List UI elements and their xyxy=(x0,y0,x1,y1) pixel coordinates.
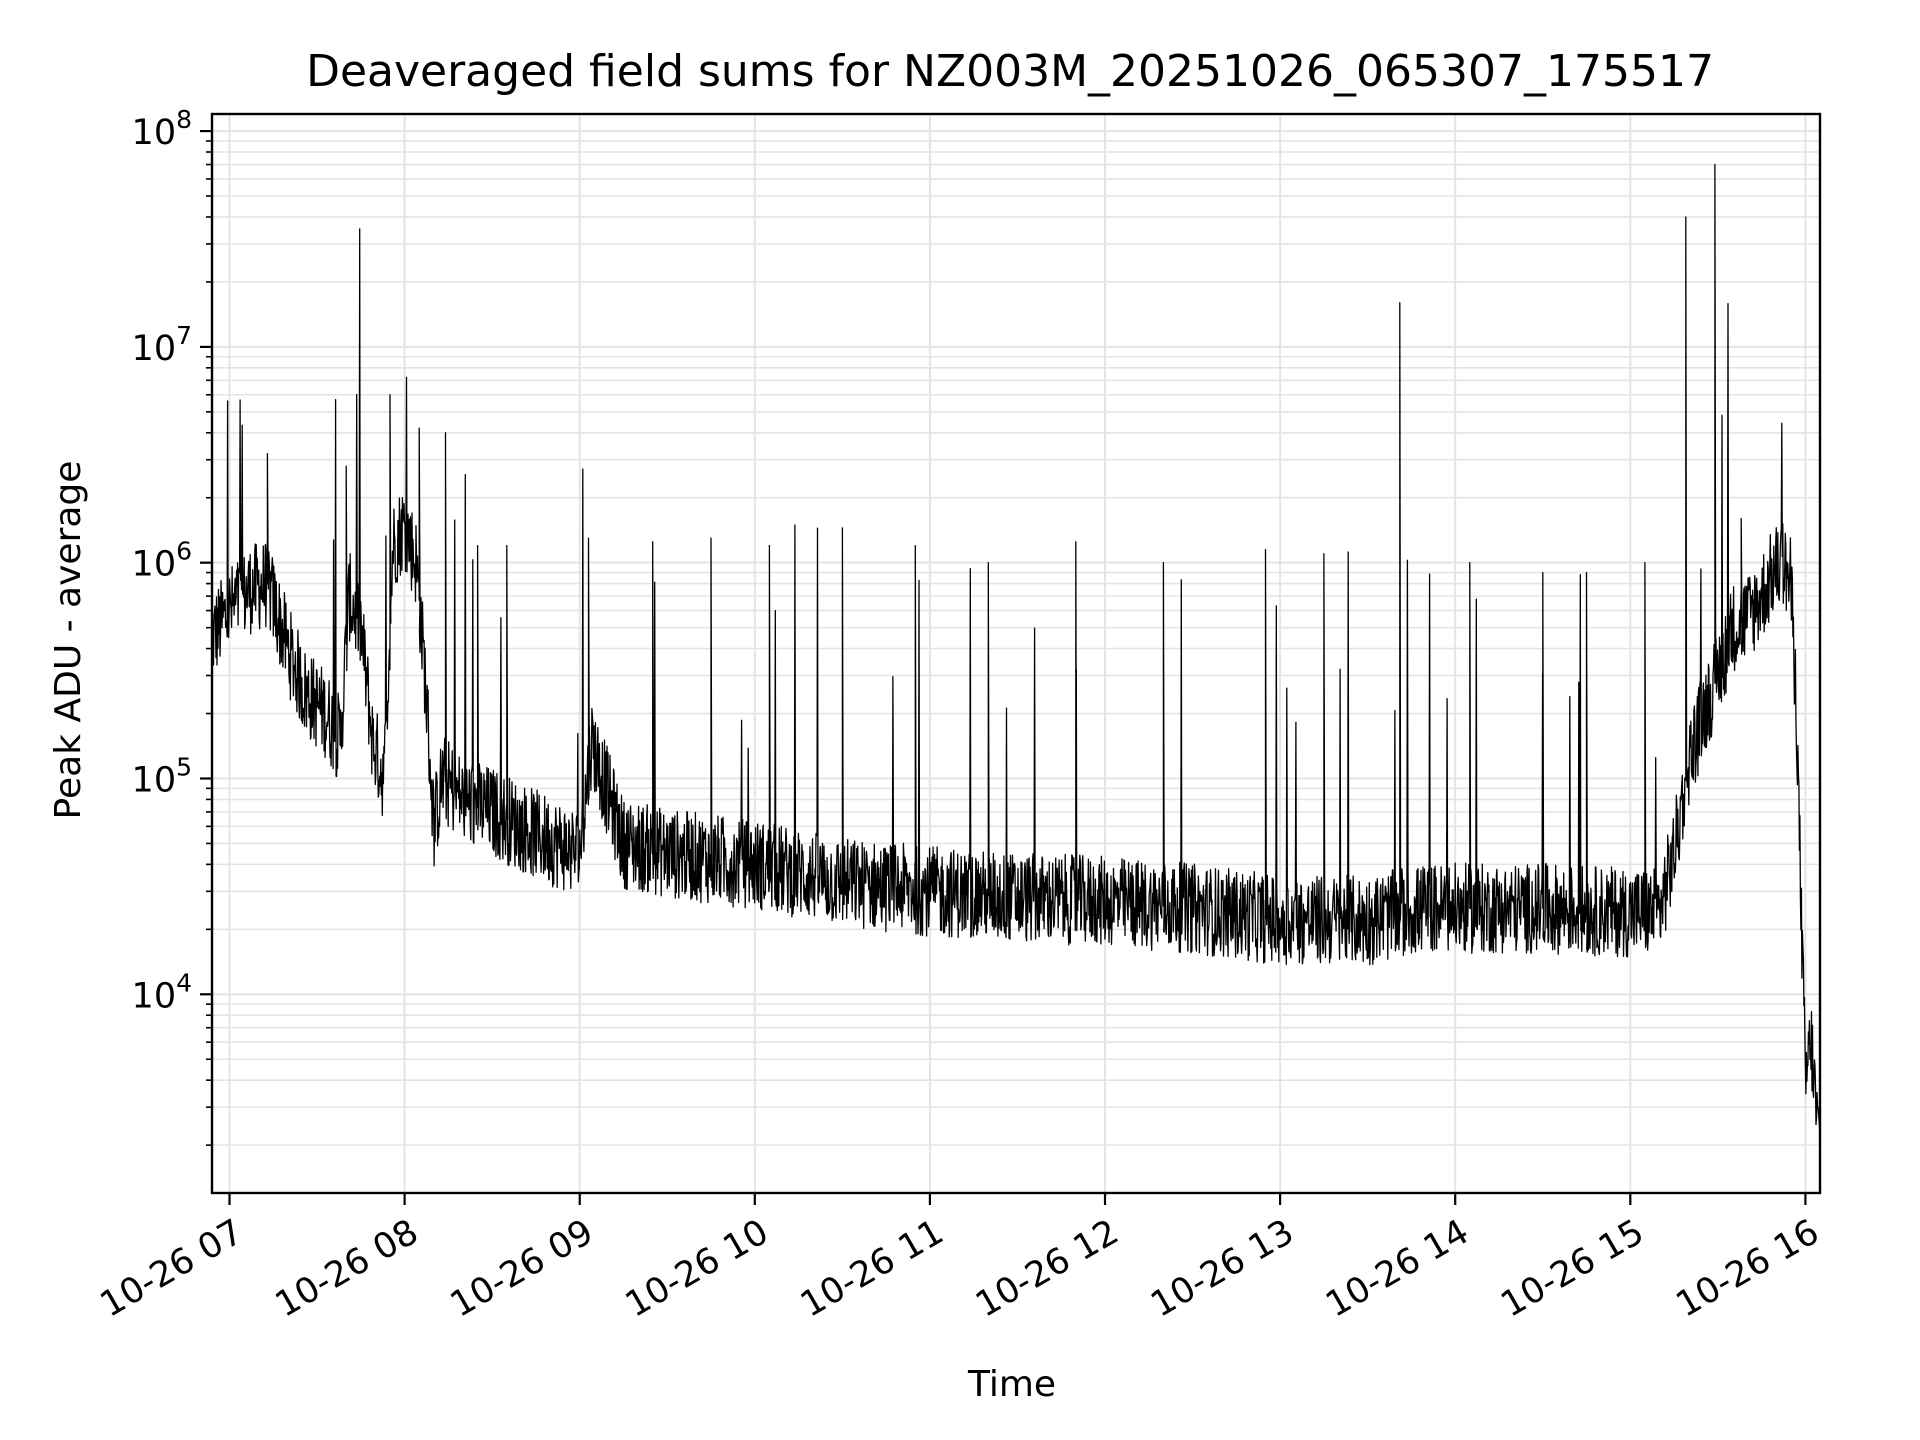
y-tick-label: 108 xyxy=(132,105,192,153)
y-tick-label: 104 xyxy=(132,968,192,1016)
y-tick-label-exponent: 8 xyxy=(176,105,192,134)
series-layer xyxy=(211,163,1821,1140)
x-axis-label: Time xyxy=(967,1364,1056,1405)
chart-title: Deaveraged field sums for NZ003M_2025102… xyxy=(306,46,1714,97)
y-tick-label-exponent: 5 xyxy=(176,752,192,781)
y-tick-label-exponent: 6 xyxy=(176,537,192,566)
y-tick-label-base: 10 xyxy=(132,113,177,153)
plot-frame xyxy=(210,112,1822,1195)
y-tick-label-base: 10 xyxy=(132,545,177,585)
y-tick-label-base: 10 xyxy=(132,976,177,1016)
y-axis-label: Peak ADU - average xyxy=(48,461,89,820)
y-tick-label-exponent: 7 xyxy=(176,321,192,350)
y-tick-label: 105 xyxy=(132,752,192,800)
y-tick-label-base: 10 xyxy=(132,760,177,800)
y-tick-label-exponent: 4 xyxy=(176,968,192,997)
y-tick-label-base: 10 xyxy=(132,329,177,369)
series-line xyxy=(211,163,1821,1140)
y-tick-label: 107 xyxy=(132,321,192,369)
y-tick-label: 106 xyxy=(132,537,192,585)
